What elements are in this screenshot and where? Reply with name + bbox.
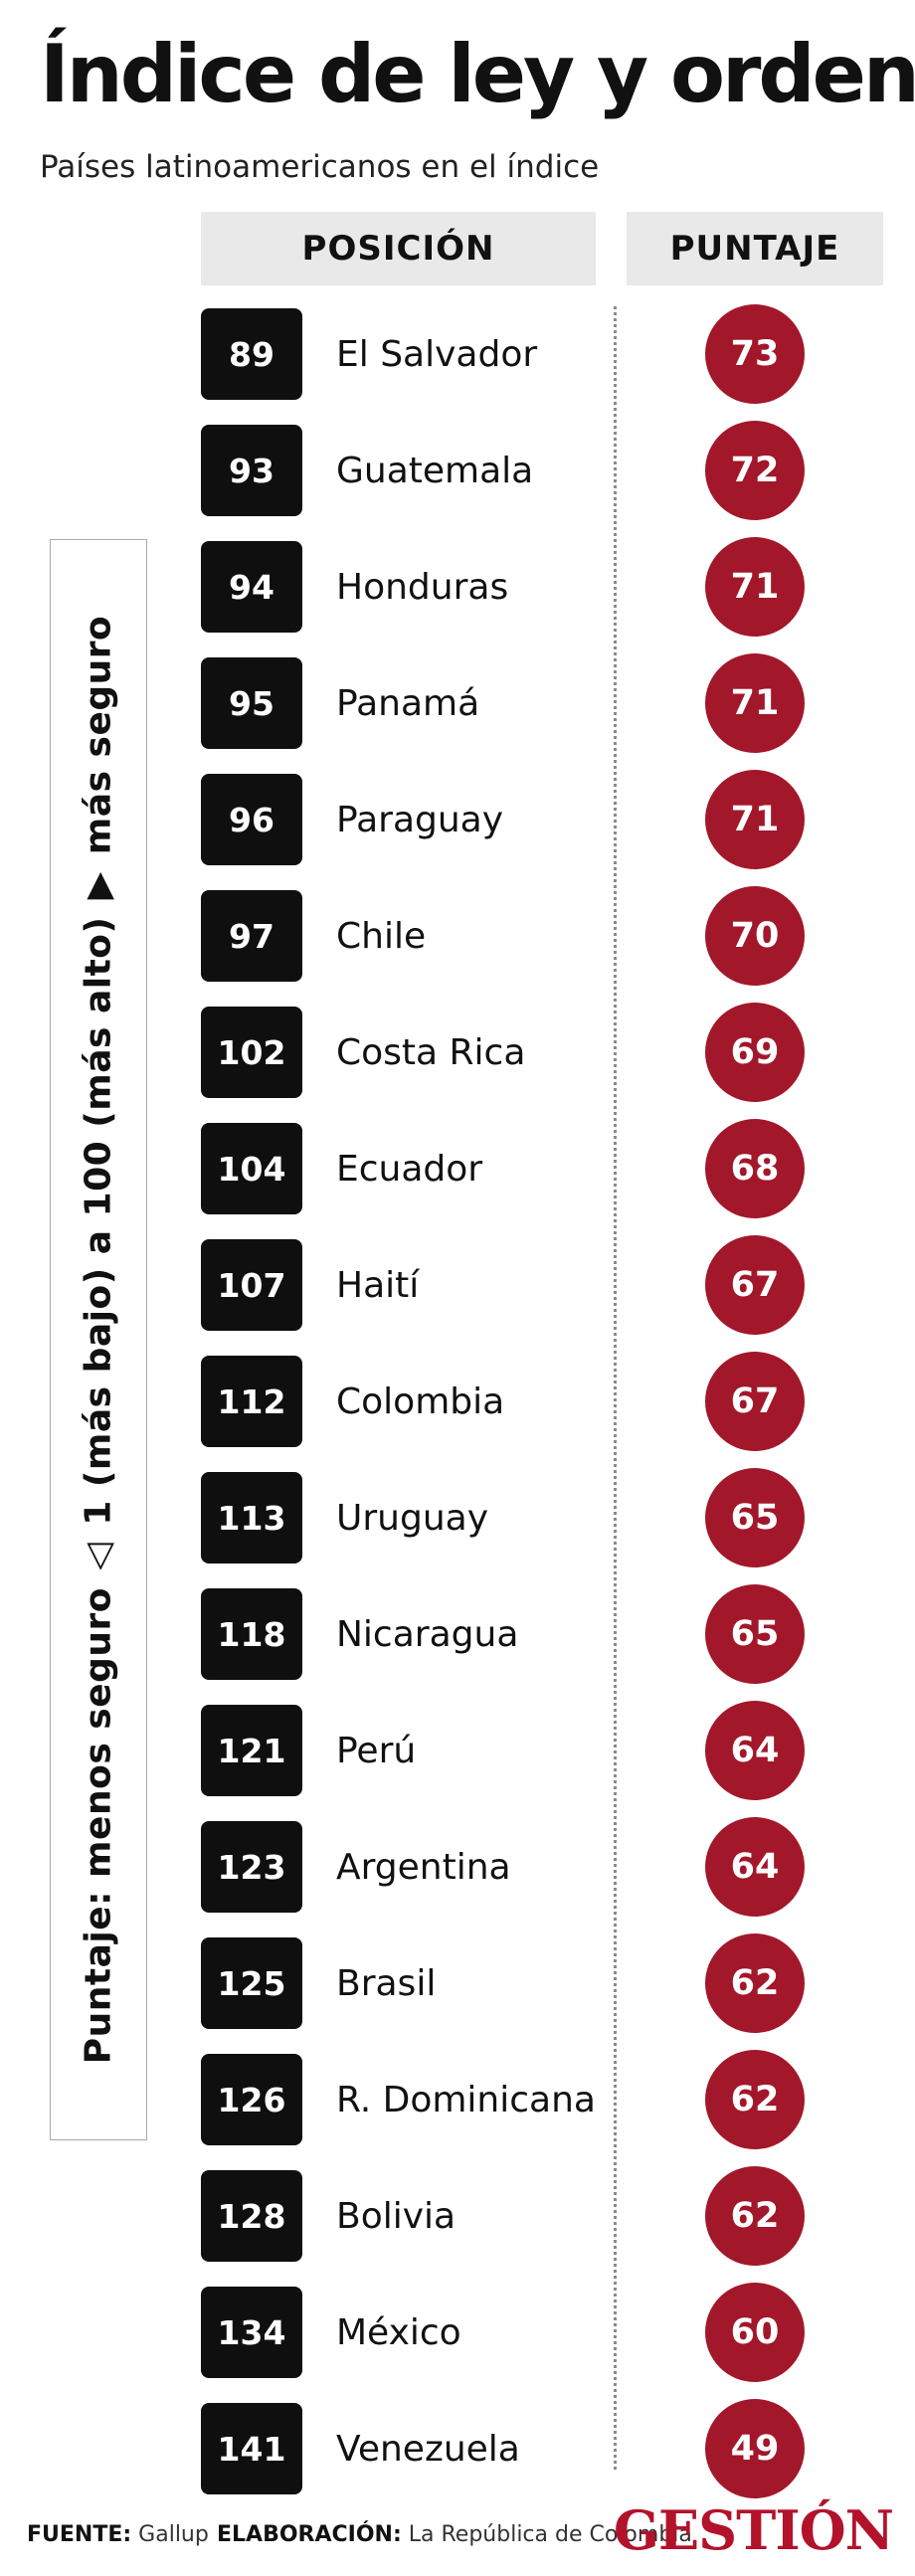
country-name: R. Dominicana [336,2079,596,2120]
country-name: Haití [336,1264,420,1306]
country-name: El Salvador [336,333,538,375]
rank-badge: 125 [201,1937,302,2029]
table-row: 134 México 60 [0,2283,915,2382]
rank-badge: 95 [201,657,302,749]
table-row: 94 Honduras 71 [0,537,915,637]
score-circle: 60 [705,2283,805,2382]
rank-badge: 107 [201,1239,302,1331]
country-name: Bolivia [336,2195,457,2237]
score-circle: 65 [705,1468,805,1567]
score-circle: 62 [705,1933,805,2033]
table-row: 95 Panamá 71 [0,653,915,753]
score-circle: 67 [705,1352,805,1451]
score-circle: 62 [705,2166,805,2266]
rank-badge: 112 [201,1356,302,1447]
score-circle: 67 [705,1235,805,1335]
score-circle: 64 [705,1701,805,1800]
table-row: 121 Perú 64 [0,1701,915,1800]
table-row: 128 Bolivia 62 [0,2166,915,2266]
country-name: Argentina [336,1846,511,1888]
score-circle: 62 [705,2050,805,2149]
country-name: Paraguay [336,799,504,840]
rank-badge: 126 [201,2054,302,2145]
country-name: Colombia [336,1380,505,1422]
score-circle: 71 [705,537,805,637]
score-circle: 68 [705,1119,805,1218]
country-name: Venezuela [336,2428,520,2470]
table-row: 112 Colombia 67 [0,1352,915,1451]
table-row: 125 Brasil 62 [0,1933,915,2033]
rank-badge: 121 [201,1705,302,1796]
score-circle: 71 [705,653,805,753]
score-circle: 49 [705,2399,805,2498]
source-credit: FUENTE: Gallup [27,2522,209,2547]
rank-badge: 104 [201,1123,302,1214]
score-circle: 70 [705,886,805,986]
country-name: Brasil [336,1962,437,2004]
country-name: Nicaragua [336,1613,519,1655]
column-divider [614,306,617,2470]
table-row: 107 Haití 67 [0,1235,915,1335]
table-row: 89 El Salvador 73 [0,304,915,404]
rank-badge: 89 [201,308,302,400]
rank-badge: 97 [201,890,302,982]
score-circle: 69 [705,1003,805,1102]
table-row: 118 Nicaragua 65 [0,1584,915,1684]
country-name: Perú [336,1730,417,1771]
country-name: Panamá [336,682,480,724]
rank-badge: 102 [201,1007,302,1098]
score-circle: 71 [705,770,805,869]
score-legend-box [50,539,147,2140]
page-subtitle: Países latinoamericanos en el índice [40,149,600,185]
page-title: Índice de ley y orden [40,28,915,120]
table-row: 96 Paraguay 71 [0,770,915,869]
table-row: 102 Costa Rica 69 [0,1003,915,1102]
rank-badge: 134 [201,2287,302,2378]
rank-badge: 123 [201,1821,302,1913]
rank-badge: 94 [201,541,302,633]
score-circle: 64 [705,1817,805,1917]
rank-badge: 93 [201,425,302,516]
rank-badge: 141 [201,2403,302,2494]
country-name: Chile [336,915,427,957]
rank-badge: 96 [201,774,302,865]
table-row: 93 Guatemala 72 [0,421,915,520]
score-column-header: PUNTAJE [627,212,883,285]
table-row: 113 Uruguay 65 [0,1468,915,1567]
country-name: Honduras [336,566,509,608]
country-name: Ecuador [336,1148,483,1190]
score-circle: 73 [705,304,805,404]
country-name: Guatemala [336,450,534,491]
table-row: 141 Venezuela 49 [0,2399,915,2498]
score-circle: 72 [705,421,805,520]
rank-badge: 128 [201,2170,302,2262]
score-circle: 65 [705,1584,805,1684]
table-row: 126 R. Dominicana 62 [0,2050,915,2149]
position-column-header: POSICIÓN [201,212,596,285]
country-name: Uruguay [336,1497,488,1539]
table-row: 123 Argentina 64 [0,1817,915,1917]
table-row: 104 Ecuador 68 [0,1119,915,1218]
rank-badge: 118 [201,1588,302,1680]
elaboration-credit: ELABORACIÓN: La República de Colombia [217,2522,692,2547]
country-name: México [336,2311,461,2353]
table-row: 97 Chile 70 [0,886,915,986]
rank-badge: 113 [201,1472,302,1564]
gestion-logo: GESTIÓN [613,2498,894,2562]
country-name: Costa Rica [336,1031,526,1073]
